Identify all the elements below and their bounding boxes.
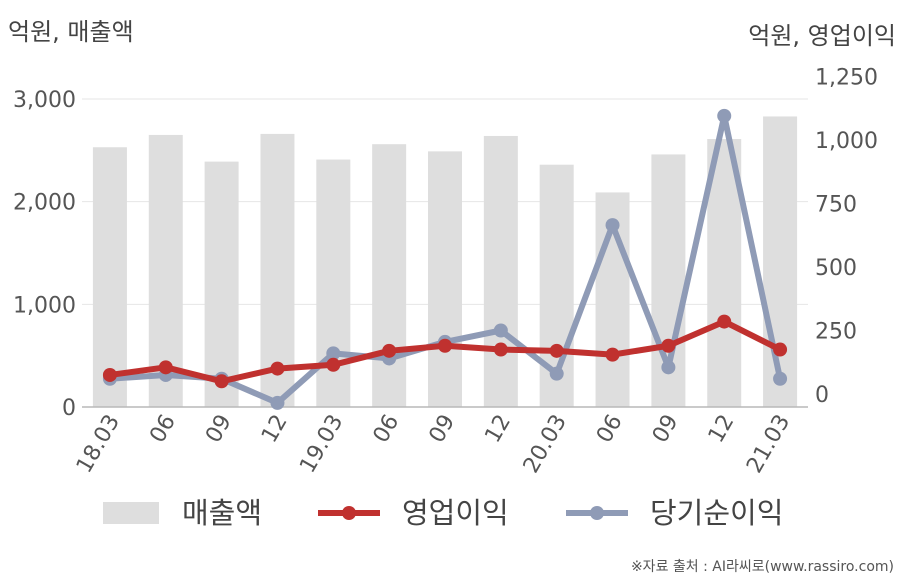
x-tick-label: 12 (704, 411, 740, 448)
net-income-point (326, 346, 341, 361)
x-tick-label: 12 (480, 411, 516, 448)
net-income-point (493, 323, 508, 338)
operating-profit-point (493, 342, 508, 357)
net-income-point (270, 395, 285, 410)
operating-profit-point (326, 357, 341, 372)
left-axis-ticks: 0 1,000 2,000 3,000 (13, 88, 76, 421)
net-income-point (549, 366, 564, 381)
x-tick-label: 20.03 (519, 411, 572, 478)
x-tick-label: 06 (592, 411, 628, 448)
left-tick-label: 3,000 (13, 88, 76, 113)
x-tick-label: 06 (145, 411, 181, 448)
legend-net-label: 당기순이익 (650, 496, 783, 530)
x-tick-label: 09 (648, 411, 684, 448)
legend-operating-marker (342, 506, 356, 520)
operating-profit-point (438, 338, 452, 353)
profit-lines (102, 108, 788, 410)
x-tick-label: 21.03 (742, 411, 795, 478)
operating-profit-point (773, 342, 788, 357)
revenue-bar (483, 135, 518, 407)
legend-operating-label: 영업이익 (402, 496, 509, 530)
operating-profit-point (382, 343, 397, 358)
source-note: ※자료 출처 : AI라씨로(www.rassiro.com) (630, 559, 894, 575)
x-tick-label: 12 (257, 411, 293, 448)
right-axis-ticks: 0 250 500 750 1,000 1,250 (815, 66, 878, 409)
operating-profit-point (605, 347, 620, 362)
legend-revenue-swatch (103, 502, 159, 524)
revenue-bar (260, 133, 295, 407)
x-axis-ticks: 18.03 06 09 12 19.03 06 09 12 20.03 06 09 12 21.03 (72, 411, 795, 478)
operating-profit-point (102, 367, 117, 382)
left-axis-unit: 억원, 매출액 (8, 18, 134, 46)
operating-profit-point (717, 314, 732, 329)
revenue-bar (92, 147, 127, 407)
legend-revenue-label: 매출액 (182, 496, 262, 530)
operating-profit-point (661, 338, 676, 353)
x-tick-label: 19.03 (295, 411, 348, 478)
operating-profit-point (549, 343, 564, 358)
x-tick-label: 06 (369, 411, 405, 448)
left-tick-label: 2,000 (13, 191, 76, 216)
x-tick-label: 09 (425, 411, 461, 448)
x-tick-label: 18.03 (72, 411, 125, 478)
revenue-bar (372, 144, 407, 407)
net-income-point (605, 218, 620, 233)
legend: 매출액 영업이익 당기순이익 (103, 496, 783, 530)
left-tick-label: 1,000 (13, 293, 76, 318)
revenue-bar (763, 116, 798, 407)
operating-profit-point (214, 374, 229, 389)
right-tick-label: 0 (815, 383, 829, 408)
right-tick-label: 750 (815, 193, 857, 218)
left-tick-label: 0 (62, 396, 76, 421)
revenue-bar (428, 151, 462, 407)
right-axis-unit: 억원, 영업이익 (748, 22, 896, 50)
right-tick-label: 1,000 (815, 129, 878, 154)
right-tick-label: 500 (815, 256, 857, 281)
operating-profit-point (158, 360, 173, 375)
legend-net-marker (590, 506, 604, 520)
net-income-point (661, 360, 676, 375)
right-tick-label: 250 (815, 320, 857, 345)
net-income-point (717, 108, 732, 123)
revenue-bar (707, 139, 742, 408)
revenue-bar (204, 161, 239, 407)
right-tick-label: 1,250 (815, 66, 878, 91)
operating-profit-point (270, 361, 285, 376)
net-income-point (773, 371, 788, 386)
x-tick-label: 09 (201, 411, 237, 448)
